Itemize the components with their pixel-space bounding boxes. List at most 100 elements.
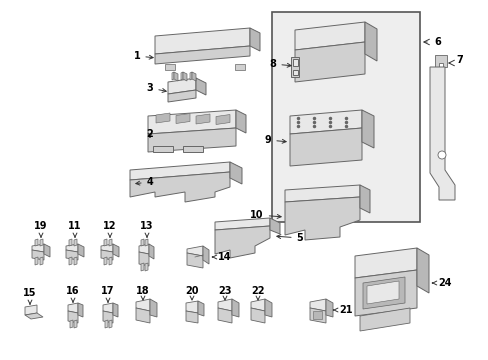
Polygon shape [74,257,77,265]
Text: 24: 24 [431,278,451,288]
Polygon shape [249,28,260,51]
Polygon shape [68,311,78,323]
Polygon shape [78,244,84,257]
Text: 20: 20 [185,286,198,300]
Polygon shape [250,308,264,323]
Polygon shape [354,248,416,278]
Polygon shape [429,67,454,200]
Bar [292,59,297,66]
Polygon shape [362,277,404,309]
Text: 10: 10 [250,210,281,220]
Text: 1: 1 [133,51,153,61]
Text: 6: 6 [434,37,441,47]
Polygon shape [215,218,269,230]
Polygon shape [359,308,409,331]
Polygon shape [136,308,150,323]
Polygon shape [289,110,361,134]
Polygon shape [434,55,446,67]
Polygon shape [192,72,196,81]
Bar [183,146,203,152]
Text: 13: 13 [140,221,153,237]
Text: 16: 16 [66,286,80,302]
Polygon shape [74,320,77,328]
Polygon shape [155,28,249,54]
Polygon shape [68,303,78,313]
Polygon shape [155,46,249,64]
Polygon shape [269,218,280,234]
Polygon shape [66,250,78,260]
Polygon shape [148,128,236,152]
Polygon shape [78,303,83,317]
Polygon shape [69,239,72,246]
Polygon shape [215,226,269,258]
Polygon shape [103,303,113,313]
Polygon shape [35,239,38,246]
Text: 3: 3 [146,83,166,93]
Text: 4: 4 [136,177,153,187]
Polygon shape [104,239,107,246]
Text: 9: 9 [264,135,285,145]
Polygon shape [181,72,183,80]
Polygon shape [145,263,148,271]
Polygon shape [174,72,178,81]
Polygon shape [285,197,359,240]
Polygon shape [364,22,376,61]
Polygon shape [235,64,244,70]
Polygon shape [109,257,112,265]
Text: 11: 11 [68,221,81,237]
Polygon shape [156,113,170,123]
Polygon shape [236,110,245,133]
Polygon shape [104,257,107,265]
Polygon shape [218,299,231,311]
Polygon shape [101,244,113,252]
Polygon shape [250,299,264,311]
Text: 12: 12 [103,221,117,237]
Polygon shape [113,303,118,317]
Text: 18: 18 [136,286,149,300]
Polygon shape [186,253,203,268]
Polygon shape [168,78,196,94]
Polygon shape [141,239,143,246]
Polygon shape [139,252,149,266]
Polygon shape [32,244,44,252]
Text: 5: 5 [276,233,303,243]
Polygon shape [359,185,369,213]
Bar [312,311,321,319]
Bar [271,12,419,222]
Polygon shape [32,250,44,260]
Polygon shape [141,263,143,271]
Polygon shape [190,72,192,80]
Text: 2: 2 [146,129,153,139]
Polygon shape [74,239,77,246]
Polygon shape [294,22,364,50]
Polygon shape [164,64,175,70]
Polygon shape [183,72,186,81]
Polygon shape [145,239,148,246]
Polygon shape [103,311,113,323]
Text: 15: 15 [23,288,37,304]
Polygon shape [309,308,325,323]
Polygon shape [416,248,428,293]
Polygon shape [25,305,37,315]
Polygon shape [294,42,364,82]
Text: 21: 21 [333,305,352,315]
Polygon shape [109,239,112,246]
Bar [292,70,297,75]
Circle shape [437,151,445,159]
Polygon shape [150,299,157,317]
Polygon shape [186,246,203,256]
Polygon shape [148,110,236,134]
Polygon shape [66,244,78,252]
Polygon shape [285,185,359,202]
Bar [153,146,173,152]
Polygon shape [69,257,72,265]
Polygon shape [218,308,231,323]
Polygon shape [172,72,174,80]
Polygon shape [168,90,196,102]
Text: 14: 14 [212,252,231,262]
Bar [290,57,298,77]
Polygon shape [25,313,43,319]
Polygon shape [325,299,332,317]
Polygon shape [149,244,154,259]
Polygon shape [44,244,50,257]
